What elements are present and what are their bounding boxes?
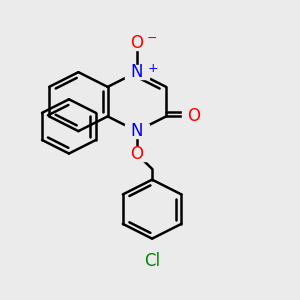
Bar <box>140 61 165 76</box>
Text: O: O <box>130 145 143 163</box>
Bar <box>140 254 164 268</box>
Bar <box>125 35 149 50</box>
Bar <box>125 124 149 138</box>
Bar <box>125 65 149 80</box>
Text: Cl: Cl <box>144 252 160 270</box>
Bar <box>182 109 206 124</box>
Text: N: N <box>130 63 143 81</box>
Bar <box>125 147 149 161</box>
Text: −: − <box>146 32 157 45</box>
Text: +: + <box>147 62 158 75</box>
Text: N: N <box>130 122 143 140</box>
Bar <box>140 31 164 46</box>
Text: O: O <box>187 107 200 125</box>
Text: O: O <box>130 34 143 52</box>
